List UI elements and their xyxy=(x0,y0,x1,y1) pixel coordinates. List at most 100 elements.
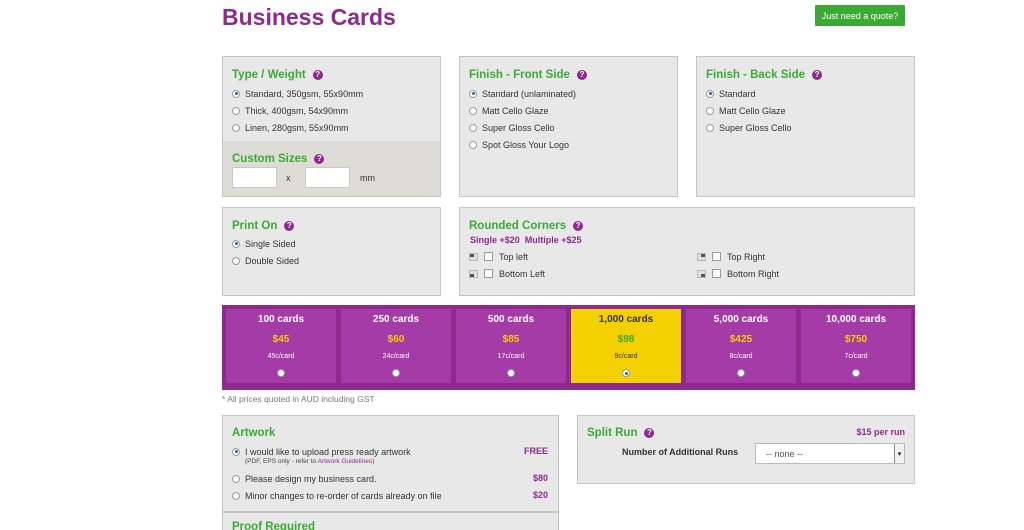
quantity-option-5000[interactable]: 5,000 cards $425 8c/card xyxy=(686,309,796,383)
radio-icon[interactable] xyxy=(232,491,240,500)
quantity-price: $98 xyxy=(617,334,635,345)
custom-sizes-heading: Custom Sizes ? xyxy=(232,153,325,165)
print-on-panel: Print On ? Single Sided Double Sided xyxy=(222,207,441,296)
size-unit: mm xyxy=(360,173,375,183)
quantity-price: $45 xyxy=(272,334,290,345)
type-option-standard[interactable]: Standard, 350gsm, 55x90mm xyxy=(232,85,363,102)
radio-icon[interactable] xyxy=(737,369,745,377)
quantity-name: 1,000 cards xyxy=(598,314,654,325)
quantity-option-100[interactable]: 100 cards $45 45c/card xyxy=(226,309,336,383)
corner-option-top-right[interactable]: Top Right xyxy=(697,248,779,265)
radio-icon[interactable] xyxy=(852,369,860,377)
help-icon[interactable]: ? xyxy=(576,70,587,80)
help-icon[interactable]: ? xyxy=(644,428,655,438)
front-option-standard[interactable]: Standard (unlaminated) xyxy=(469,85,576,102)
artwork-option-design[interactable]: Please design my business card. $80 xyxy=(232,470,558,487)
corner-option-bottom-left[interactable]: Bottom Left xyxy=(469,265,545,282)
quantity-name: 250 cards xyxy=(372,314,420,325)
quantity-price: $60 xyxy=(387,334,405,345)
quantity-name: 500 cards xyxy=(487,314,535,325)
option-label: Super Gloss Cello xyxy=(719,122,792,133)
radio-icon[interactable] xyxy=(706,106,714,115)
radio-icon[interactable] xyxy=(232,123,240,132)
quantity-bar: 100 cards $45 45c/card 250 cards $60 24c… xyxy=(222,305,915,390)
radio-icon[interactable] xyxy=(507,369,515,377)
radio-icon[interactable] xyxy=(392,369,400,377)
corner-option-bottom-right[interactable]: Bottom Right xyxy=(697,265,779,282)
help-icon[interactable]: ? xyxy=(812,70,823,80)
type-option-thick[interactable]: Thick, 400gsm, 54x90mm xyxy=(232,102,363,119)
artwork-file-note: (PDF, EPS only - refer to Artwork Guidel… xyxy=(245,458,374,465)
chevron-down-icon[interactable]: ▾ xyxy=(894,444,904,463)
finish-back-title: Finish - Back Side xyxy=(706,69,806,81)
proof-panel: Proof Required xyxy=(222,512,559,530)
radio-icon[interactable] xyxy=(469,140,477,149)
option-label: Standard (unlaminated) xyxy=(482,88,577,99)
radio-icon[interactable] xyxy=(469,106,477,115)
quantity-name: 10,000 cards xyxy=(825,314,887,325)
print-option-single[interactable]: Single Sided xyxy=(232,235,299,252)
custom-width-input[interactable] xyxy=(232,167,277,188)
checkbox-icon[interactable] xyxy=(484,269,493,278)
artwork-option-reorder[interactable]: Minor changes to re-order of cards alrea… xyxy=(232,487,558,504)
rounded-corners-heading: Rounded Corners ? xyxy=(469,220,584,232)
type-weight-options: Standard, 350gsm, 55x90mm Thick, 400gsm,… xyxy=(232,85,363,136)
checkbox-icon[interactable] xyxy=(712,269,721,278)
quantity-option-250[interactable]: 250 cards $60 24c/card xyxy=(341,309,451,383)
quote-button[interactable]: Just need a quote? xyxy=(815,5,905,26)
radio-icon[interactable] xyxy=(232,474,240,483)
radio-icon[interactable] xyxy=(232,447,240,456)
help-icon[interactable]: ? xyxy=(312,70,323,80)
print-on-heading: Print On ? xyxy=(232,220,295,232)
artwork-option-upload[interactable]: I would like to upload press ready artwo… xyxy=(232,443,558,473)
radio-icon[interactable] xyxy=(469,123,477,132)
quantity-option-500[interactable]: 500 cards $85 17c/card xyxy=(456,309,566,383)
quantity-option-10000[interactable]: 10,000 cards $750 7c/card xyxy=(801,309,911,383)
page-title: Business Cards xyxy=(222,4,396,30)
radio-icon[interactable] xyxy=(277,369,285,377)
radio-icon[interactable] xyxy=(232,106,240,115)
radio-icon[interactable] xyxy=(469,89,477,98)
corner-top-left-icon xyxy=(469,252,478,261)
help-icon[interactable]: ? xyxy=(314,154,325,164)
help-icon[interactable]: ? xyxy=(284,221,295,231)
type-option-linen[interactable]: Linen, 280gsm, 55x90mm xyxy=(232,119,363,136)
corner-top-right-icon xyxy=(697,252,706,261)
artwork-price-design: $80 xyxy=(532,473,548,483)
quantity-option-1000[interactable]: 1,000 cards $98 9c/card xyxy=(571,309,681,383)
custom-height-input[interactable] xyxy=(305,167,350,188)
option-label: I would like to upload press ready artwo… xyxy=(245,446,411,457)
front-option-spot[interactable]: Spot Gloss Your Logo xyxy=(469,136,576,153)
corner-option-top-left[interactable]: Top left xyxy=(469,248,545,265)
print-option-double[interactable]: Double Sided xyxy=(232,252,299,269)
front-option-gloss[interactable]: Super Gloss Cello xyxy=(469,119,576,136)
artwork-guidelines-link[interactable]: Artwork Guidelines xyxy=(317,458,373,465)
help-icon[interactable]: ? xyxy=(573,221,584,231)
option-label: Single Sided xyxy=(245,238,296,249)
option-label: Top Right xyxy=(727,251,766,262)
back-option-standard[interactable]: Standard xyxy=(706,85,792,102)
option-label: Double Sided xyxy=(245,255,300,266)
radio-icon[interactable] xyxy=(232,89,240,98)
price-note: * All prices quoted in AUD including GST xyxy=(222,394,375,404)
option-label: Matt Cello Glaze xyxy=(482,105,549,116)
radio-icon[interactable] xyxy=(706,89,714,98)
front-option-matt[interactable]: Matt Cello Glaze xyxy=(469,102,576,119)
radio-icon[interactable] xyxy=(232,239,240,248)
quantity-per-card: 45c/card xyxy=(267,353,295,360)
option-label: Matt Cello Glaze xyxy=(719,105,786,116)
back-option-gloss[interactable]: Super Gloss Cello xyxy=(706,119,792,136)
radio-icon[interactable] xyxy=(706,123,714,132)
option-label: Standard, 350gsm, 55x90mm xyxy=(245,88,364,99)
additional-runs-select[interactable]: -- none -- ▾ xyxy=(755,443,905,464)
artwork-title: Artwork xyxy=(232,427,276,439)
finish-front-panel: Finish - Front Side ? Standard (unlamina… xyxy=(459,56,678,197)
quantity-per-card: 8c/card xyxy=(729,353,753,360)
radio-icon[interactable] xyxy=(232,256,240,265)
file-note-end: ) xyxy=(372,458,375,465)
back-option-matt[interactable]: Matt Cello Glaze xyxy=(706,102,792,119)
checkbox-icon[interactable] xyxy=(712,252,721,261)
checkbox-icon[interactable] xyxy=(484,252,493,261)
radio-icon[interactable] xyxy=(622,369,630,377)
option-label: Top left xyxy=(499,251,529,262)
